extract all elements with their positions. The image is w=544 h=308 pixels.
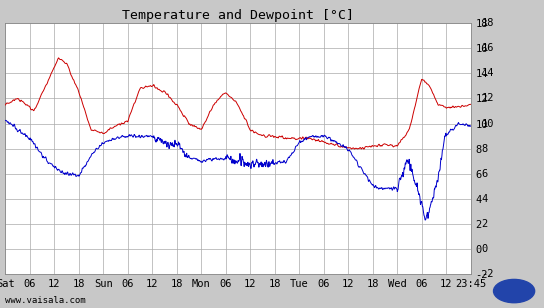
- Text: 8: 8: [481, 144, 488, 154]
- Text: 6: 6: [481, 169, 488, 179]
- Text: -2: -2: [481, 269, 494, 279]
- Text: www.vaisala.com: www.vaisala.com: [5, 296, 86, 305]
- Text: 2: 2: [481, 219, 488, 229]
- Text: 12: 12: [481, 93, 494, 103]
- Text: 0: 0: [481, 244, 488, 254]
- Text: 18: 18: [481, 18, 494, 28]
- Text: 14: 14: [481, 68, 494, 78]
- Circle shape: [493, 279, 535, 303]
- Text: 4: 4: [481, 194, 488, 204]
- Text: 16: 16: [481, 43, 494, 53]
- Title: Temperature and Dewpoint [°C]: Temperature and Dewpoint [°C]: [122, 9, 354, 22]
- Text: 10: 10: [481, 119, 494, 128]
